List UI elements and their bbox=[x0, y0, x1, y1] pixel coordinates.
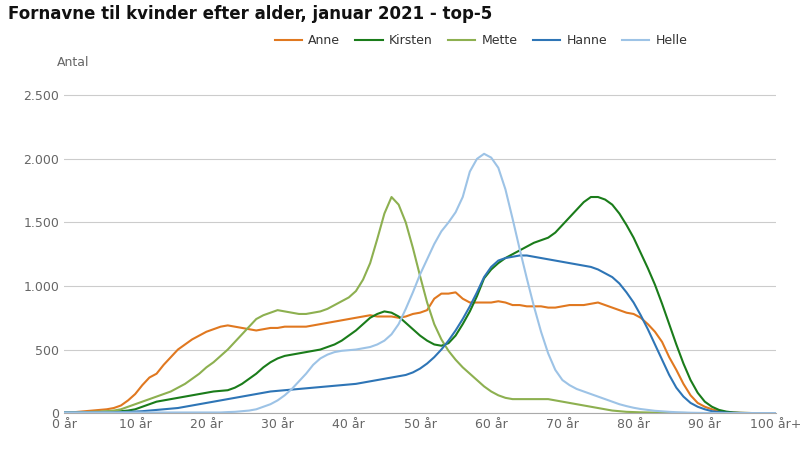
Mette bbox=[59, 410, 69, 415]
Mette bbox=[237, 331, 246, 337]
Hanne bbox=[237, 394, 246, 399]
Helle bbox=[59, 410, 69, 415]
Mette bbox=[109, 408, 118, 413]
Hanne bbox=[486, 264, 496, 270]
Kirsten bbox=[59, 410, 69, 415]
Hanne bbox=[515, 253, 525, 258]
Anne bbox=[386, 314, 396, 319]
Hanne bbox=[771, 410, 781, 416]
Helle bbox=[771, 410, 781, 416]
Kirsten bbox=[586, 194, 596, 200]
Kirsten bbox=[237, 381, 246, 386]
Helle bbox=[600, 397, 610, 402]
Anne bbox=[109, 405, 118, 411]
Line: Anne: Anne bbox=[64, 292, 776, 413]
Helle bbox=[565, 382, 574, 388]
Hanne bbox=[59, 410, 69, 415]
Anne bbox=[750, 410, 759, 416]
Kirsten bbox=[771, 410, 781, 416]
Line: Kirsten: Kirsten bbox=[64, 197, 776, 413]
Anne bbox=[237, 325, 246, 330]
Text: Fornavne til kvinder efter alder, januar 2021 - top-5: Fornavne til kvinder efter alder, januar… bbox=[8, 5, 492, 22]
Mette bbox=[394, 202, 403, 207]
Helle bbox=[386, 331, 396, 337]
Mette bbox=[600, 407, 610, 412]
Mette bbox=[565, 400, 574, 406]
Helle bbox=[237, 409, 246, 414]
Kirsten bbox=[600, 197, 610, 202]
Mette bbox=[494, 392, 503, 398]
Anne bbox=[771, 410, 781, 416]
Text: Antal: Antal bbox=[57, 56, 90, 69]
Hanne bbox=[600, 270, 610, 276]
Helle bbox=[714, 410, 724, 416]
Legend: Anne, Kirsten, Mette, Hanne, Helle: Anne, Kirsten, Mette, Hanne, Helle bbox=[270, 29, 693, 52]
Hanne bbox=[742, 410, 752, 416]
Kirsten bbox=[750, 410, 759, 416]
Kirsten bbox=[109, 409, 118, 414]
Anne bbox=[494, 298, 503, 304]
Kirsten bbox=[486, 267, 496, 272]
Anne bbox=[600, 302, 610, 308]
Anne bbox=[59, 410, 69, 415]
Mette bbox=[686, 410, 695, 416]
Hanne bbox=[386, 375, 396, 380]
Kirsten bbox=[386, 310, 396, 315]
Line: Mette: Mette bbox=[64, 197, 776, 413]
Anne bbox=[451, 290, 461, 295]
Hanne bbox=[109, 410, 118, 415]
Line: Hanne: Hanne bbox=[64, 256, 776, 413]
Hanne bbox=[565, 260, 574, 266]
Kirsten bbox=[558, 222, 567, 228]
Helle bbox=[109, 410, 118, 415]
Mette bbox=[771, 410, 781, 416]
Line: Helle: Helle bbox=[64, 154, 776, 413]
Anne bbox=[565, 302, 574, 308]
Helle bbox=[494, 165, 503, 171]
Helle bbox=[479, 151, 489, 157]
Mette bbox=[386, 194, 396, 200]
